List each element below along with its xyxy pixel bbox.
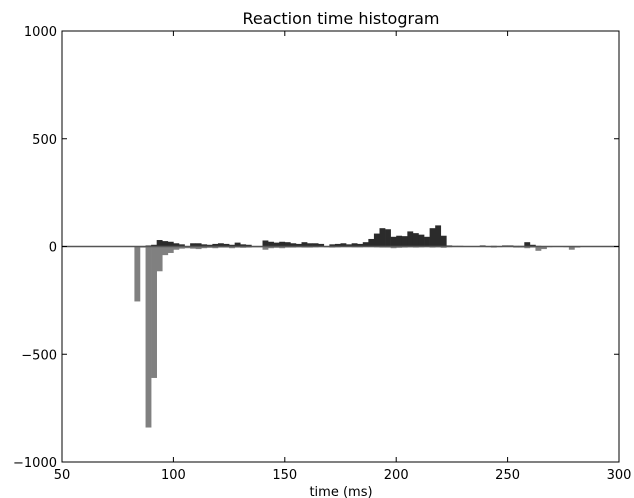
bar-negative bbox=[151, 246, 157, 378]
bar-positive bbox=[368, 238, 375, 247]
bar-positive bbox=[279, 241, 286, 247]
bar-positive bbox=[362, 242, 369, 247]
bar-positive bbox=[290, 243, 297, 247]
bar-positive bbox=[245, 244, 252, 247]
bar-positive bbox=[524, 242, 531, 247]
bar-positive bbox=[312, 243, 319, 247]
bar-positive bbox=[429, 228, 436, 247]
bar-positive bbox=[357, 243, 364, 247]
bar-positive bbox=[151, 244, 157, 247]
bar-negative bbox=[279, 246, 286, 249]
bar-positive bbox=[206, 244, 213, 247]
bar-negative bbox=[156, 246, 163, 272]
bar-negative bbox=[201, 246, 208, 249]
bar-positive bbox=[295, 243, 302, 247]
x-tick-label: 300 bbox=[607, 468, 632, 483]
x-tick-label: 50 bbox=[54, 468, 71, 483]
bar-positive bbox=[385, 229, 391, 247]
bar-positive bbox=[217, 243, 224, 247]
chart-title: Reaction time histogram bbox=[243, 9, 440, 28]
y-tick-label: 1000 bbox=[24, 25, 57, 40]
y-tick-label: 0 bbox=[49, 241, 57, 256]
bar-negative bbox=[229, 246, 235, 249]
bar-negative bbox=[173, 246, 180, 250]
bar-positive bbox=[334, 243, 341, 247]
ticks-group bbox=[61, 30, 620, 463]
bar-positive bbox=[195, 243, 202, 247]
y-tick-labels: −1000 −500 0 500 1000 bbox=[13, 25, 57, 471]
bar-negative bbox=[212, 246, 219, 249]
bar-positive bbox=[346, 244, 352, 247]
bar-positive bbox=[178, 244, 185, 247]
y-tick-label: −1000 bbox=[13, 456, 57, 471]
y-tick-label: −500 bbox=[21, 348, 57, 363]
bar-positive bbox=[240, 244, 247, 247]
bar-positive bbox=[284, 242, 291, 247]
bar-positive bbox=[173, 243, 180, 247]
bar-positive bbox=[396, 235, 403, 247]
bar-positive bbox=[351, 243, 358, 247]
bar-negative bbox=[145, 246, 152, 428]
x-axis-label: time (ms) bbox=[309, 485, 372, 498]
bar-positive bbox=[435, 225, 442, 247]
bar-positive bbox=[201, 244, 208, 247]
y-tick-label: 500 bbox=[32, 133, 57, 148]
x-tick-label: 150 bbox=[272, 468, 297, 483]
bar-negative bbox=[568, 246, 575, 250]
bar-negative bbox=[184, 246, 191, 249]
bar-positive bbox=[529, 244, 536, 247]
bar-negative bbox=[524, 246, 531, 249]
bar-positive bbox=[223, 243, 230, 247]
bar-negative bbox=[162, 246, 169, 256]
bar-negative bbox=[268, 246, 274, 249]
bar-negative bbox=[195, 246, 202, 250]
bar-positive bbox=[167, 241, 174, 247]
bar-positive bbox=[390, 236, 397, 247]
bar-positive bbox=[262, 240, 269, 247]
bar-positive bbox=[424, 236, 430, 247]
bar-positive bbox=[268, 241, 274, 247]
bar-positive bbox=[234, 242, 241, 247]
bar-positive bbox=[301, 242, 308, 247]
bar-positive bbox=[373, 233, 380, 247]
bar-positive bbox=[401, 236, 408, 247]
bar-positive bbox=[212, 243, 219, 247]
bar-positive bbox=[418, 234, 425, 247]
bar-negative bbox=[541, 246, 547, 250]
bar-positive bbox=[273, 242, 280, 247]
bar-positive bbox=[229, 244, 235, 247]
bar-positive bbox=[412, 233, 419, 247]
bar-negative bbox=[167, 246, 174, 253]
bar-positive bbox=[440, 235, 447, 247]
bar-negative bbox=[178, 246, 185, 249]
bar-negative bbox=[134, 246, 141, 302]
bar-positive bbox=[156, 240, 163, 247]
bar-positive bbox=[340, 243, 347, 247]
bar-positive bbox=[307, 243, 313, 247]
bar-negative bbox=[535, 246, 542, 251]
bar-positive bbox=[379, 228, 386, 247]
x-tick-labels: 50 100 150 200 250 300 bbox=[54, 468, 632, 483]
bar-negative bbox=[262, 246, 269, 250]
bar-positive bbox=[162, 241, 169, 247]
bar-negative bbox=[390, 246, 397, 249]
bar-positive bbox=[318, 243, 325, 247]
bar-positive bbox=[329, 244, 336, 247]
x-tick-label: 100 bbox=[161, 468, 186, 483]
bar-negative bbox=[190, 246, 196, 249]
bar-positive bbox=[190, 243, 196, 247]
x-tick-label: 250 bbox=[495, 468, 520, 483]
bar-positive bbox=[407, 231, 414, 247]
x-tick-label: 200 bbox=[384, 468, 409, 483]
